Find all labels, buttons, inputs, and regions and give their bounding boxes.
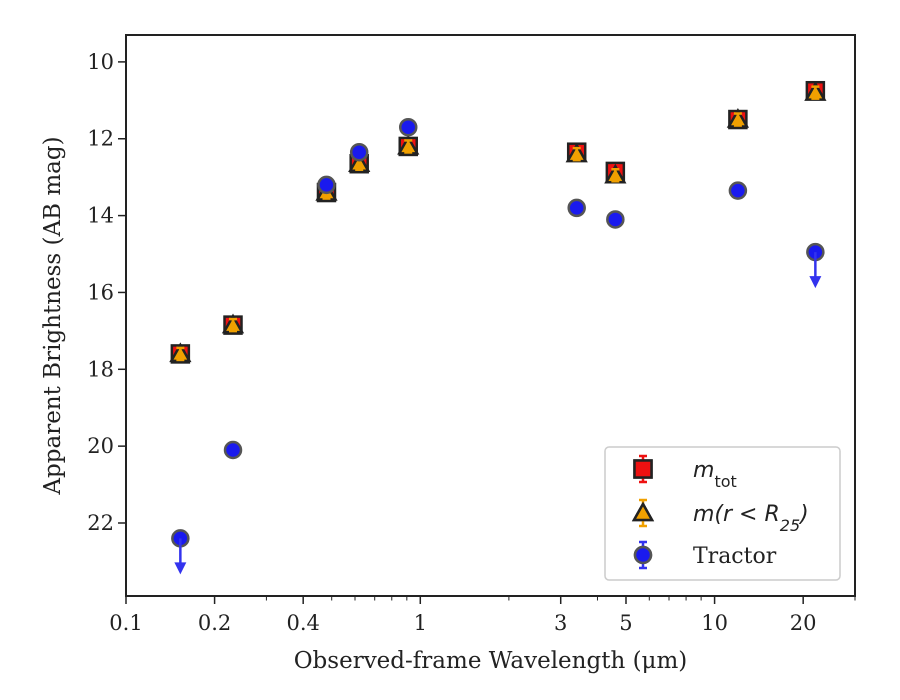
upper-limit-arrowhead bbox=[174, 562, 187, 575]
legend-box bbox=[604, 446, 841, 581]
x-tick-label: 20 bbox=[790, 611, 817, 635]
tractor-point bbox=[728, 181, 748, 200]
x-tick-label: 0.1 bbox=[109, 611, 142, 635]
m-r25-point bbox=[565, 142, 588, 163]
x-tick-label: 5 bbox=[619, 611, 632, 635]
tractor-point bbox=[171, 529, 190, 575]
data-marks bbox=[169, 80, 827, 575]
legend-label-0: mtot bbox=[693, 458, 737, 491]
x-tick-label: 1 bbox=[414, 611, 427, 635]
y-tick-label: 18 bbox=[87, 357, 114, 381]
y-axis-label: Apparent Brightness (AB mag) bbox=[40, 136, 66, 495]
legend-label-1: m(r < R25) bbox=[693, 502, 809, 535]
m-r25-point bbox=[169, 342, 192, 363]
tractor-point bbox=[349, 142, 369, 162]
tractor-point bbox=[567, 198, 586, 218]
legend-tractor-marker bbox=[633, 540, 653, 570]
y-tick-label: 20 bbox=[87, 434, 114, 458]
legend-label-2: Tractor bbox=[693, 544, 777, 569]
tractor-point bbox=[806, 242, 825, 289]
x-tick-label: 0.4 bbox=[286, 611, 319, 635]
plot-frame bbox=[125, 34, 856, 597]
x-axis-label: Observed-frame Wavelength (μm) bbox=[294, 648, 688, 674]
legend-m-tot-marker bbox=[633, 454, 653, 484]
m-r25-point bbox=[726, 107, 750, 128]
y-tick-label: 12 bbox=[87, 127, 114, 151]
tractor-point bbox=[606, 210, 625, 229]
y-tick-label: 16 bbox=[87, 280, 114, 304]
m-r25-point bbox=[804, 81, 827, 101]
tractor-point bbox=[398, 117, 418, 137]
axis-ticks: 0.1 0.2 0.4 1 3 5 10 20 10 12 14 16 18 20 22 bbox=[87, 50, 856, 635]
legend-m-r25-marker bbox=[631, 498, 655, 528]
y-tick-label: 14 bbox=[87, 204, 114, 228]
y-tick-label: 22 bbox=[87, 511, 114, 535]
x-tick-label: 10 bbox=[701, 611, 728, 635]
m-r25-point bbox=[604, 163, 627, 184]
x-tick-label: 3 bbox=[554, 611, 567, 635]
m-r25-point bbox=[221, 313, 245, 334]
tractor-point bbox=[317, 175, 336, 195]
legend: mtot m(r < R25) Tractor bbox=[604, 446, 841, 581]
x-tick-label: 0.2 bbox=[198, 611, 231, 635]
y-tick-label: 10 bbox=[87, 50, 114, 74]
m-r25-point bbox=[397, 134, 420, 155]
upper-limit-arrowhead bbox=[809, 276, 822, 289]
tractor-point bbox=[223, 440, 243, 460]
